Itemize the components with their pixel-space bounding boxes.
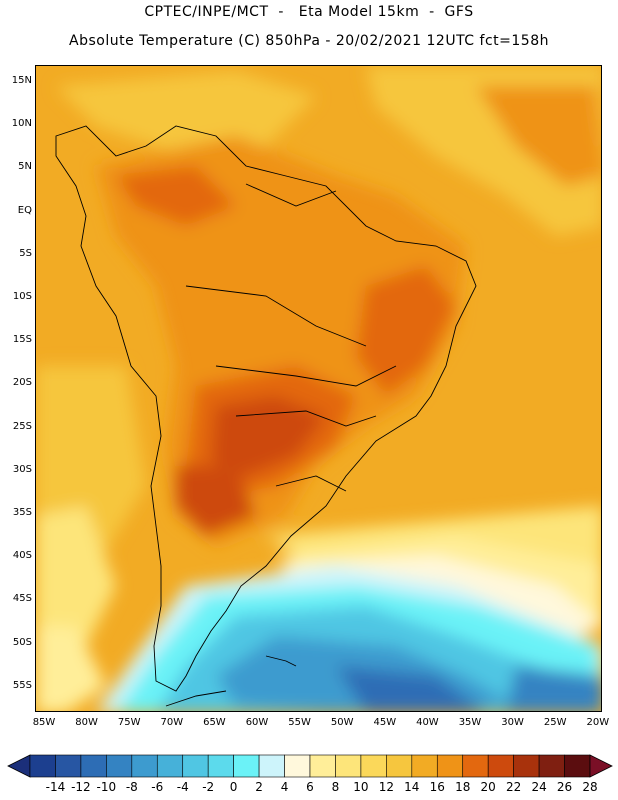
latitude-label: 5S [19,247,32,259]
colorbar-tick-label: -6 [151,780,164,794]
longitude-label: 80W [75,717,98,728]
colorbar-tick-label: 22 [505,780,522,794]
colorbar-swatch [360,754,387,778]
longitude-label: 70W [160,717,184,728]
colorbar-tick-label: 10 [353,780,369,794]
colorbar-tick-label: 18 [455,780,471,794]
latitude-label: 15S [12,334,32,346]
colorbar-tick-label: -2 [202,780,215,794]
colorbar-swatch [131,754,158,778]
longitude-label: 45W [373,717,397,728]
longitude-label: 65W [203,717,226,728]
colorbar-tick-label: 6 [306,780,314,794]
colorbar-tick-label: 4 [280,780,289,794]
latitude-label: 5N [18,161,32,173]
colorbar-tick-label: -4 [176,780,189,794]
longitude-label: 25W [543,717,567,728]
colorbar-under-arrow [7,754,31,778]
colorbar-swatch [411,754,438,778]
colorbar-tick-label: 26 [556,780,573,794]
colorbar-tick-label: 28 [582,780,598,794]
longitude-label: 20W [586,717,610,728]
latitude-label: 25S [12,420,32,432]
temperature-map [35,65,602,712]
colorbar-swatch [55,754,82,778]
longitude-label: 35W [458,717,482,728]
colorbar-swatch [284,754,311,778]
latitude-label: 15N [11,75,32,86]
latitude-label: 10S [12,291,32,302]
colorbar-swatch [207,754,234,778]
colorbar-swatch [386,754,413,778]
colorbar-swatch [462,754,489,778]
map-subtitle: Absolute Temperature (C) 850hPa - 20/02/… [69,33,549,49]
colorbar-tick-label: 0 [229,780,238,794]
colorbar-tick-label: -12 [71,780,91,794]
colorbar-swatch [182,754,209,778]
longitude-label: 55W [288,717,311,728]
colorbar-tick-label: -14 [45,780,66,794]
longitude-label: 40W [416,717,439,728]
map-title: CPTEC/INPE/MCT - Eta Model 15km - GFS [144,4,474,20]
colorbar-swatch [258,754,285,778]
temperature-colorbar [7,754,613,778]
colorbar-tick-label: 14 [404,780,420,794]
colorbar-swatch [335,754,362,778]
colorbar-tick-label: 24 [531,780,547,794]
colorbar-swatch [233,754,260,778]
colorbar-over-arrow [589,754,613,778]
colorbar-swatch [436,754,464,778]
latitude-label: 55S [12,679,32,691]
colorbar-tick-label: 16 [429,780,445,794]
colorbar-swatch [564,754,591,778]
colorbar-swatch [29,754,56,778]
colorbar-swatch [309,754,336,778]
latitude-label: 45S [12,593,32,605]
longitude-label: 75W [117,717,141,728]
coastlines [55,125,477,707]
latitude-label: 20S [12,377,32,389]
latitude-label: 35S [12,507,32,518]
colorbar-tick-label: 2 [255,780,263,794]
colorbar-swatch [106,754,133,778]
longitude-label: 85W [32,717,56,728]
colorbar-swatch [513,754,540,778]
latitude-label: 30S [12,463,32,475]
latitude-label: 50S [12,636,32,648]
colorbar-tick-label: 8 [331,780,340,794]
longitude-label: 60W [245,717,269,728]
temperature-field [36,66,601,711]
colorbar-swatch [538,754,565,778]
latitude-label: EQ [17,204,32,216]
colorbar-swatch [487,754,514,778]
colorbar-tick-label: 20 [480,780,496,794]
colorbar-tick-label: -10 [96,780,117,794]
colorbar-swatch [156,754,184,778]
longitude-label: 50W [330,717,354,728]
colorbar-swatch [80,754,107,778]
longitude-label: 30W [501,717,524,728]
temperature-shading [36,66,601,711]
latitude-label: 10N [11,118,32,130]
colorbar-tick-label: 12 [378,780,394,794]
colorbar-tick-label: -8 [125,780,138,794]
latitude-label: 40S [12,550,32,562]
